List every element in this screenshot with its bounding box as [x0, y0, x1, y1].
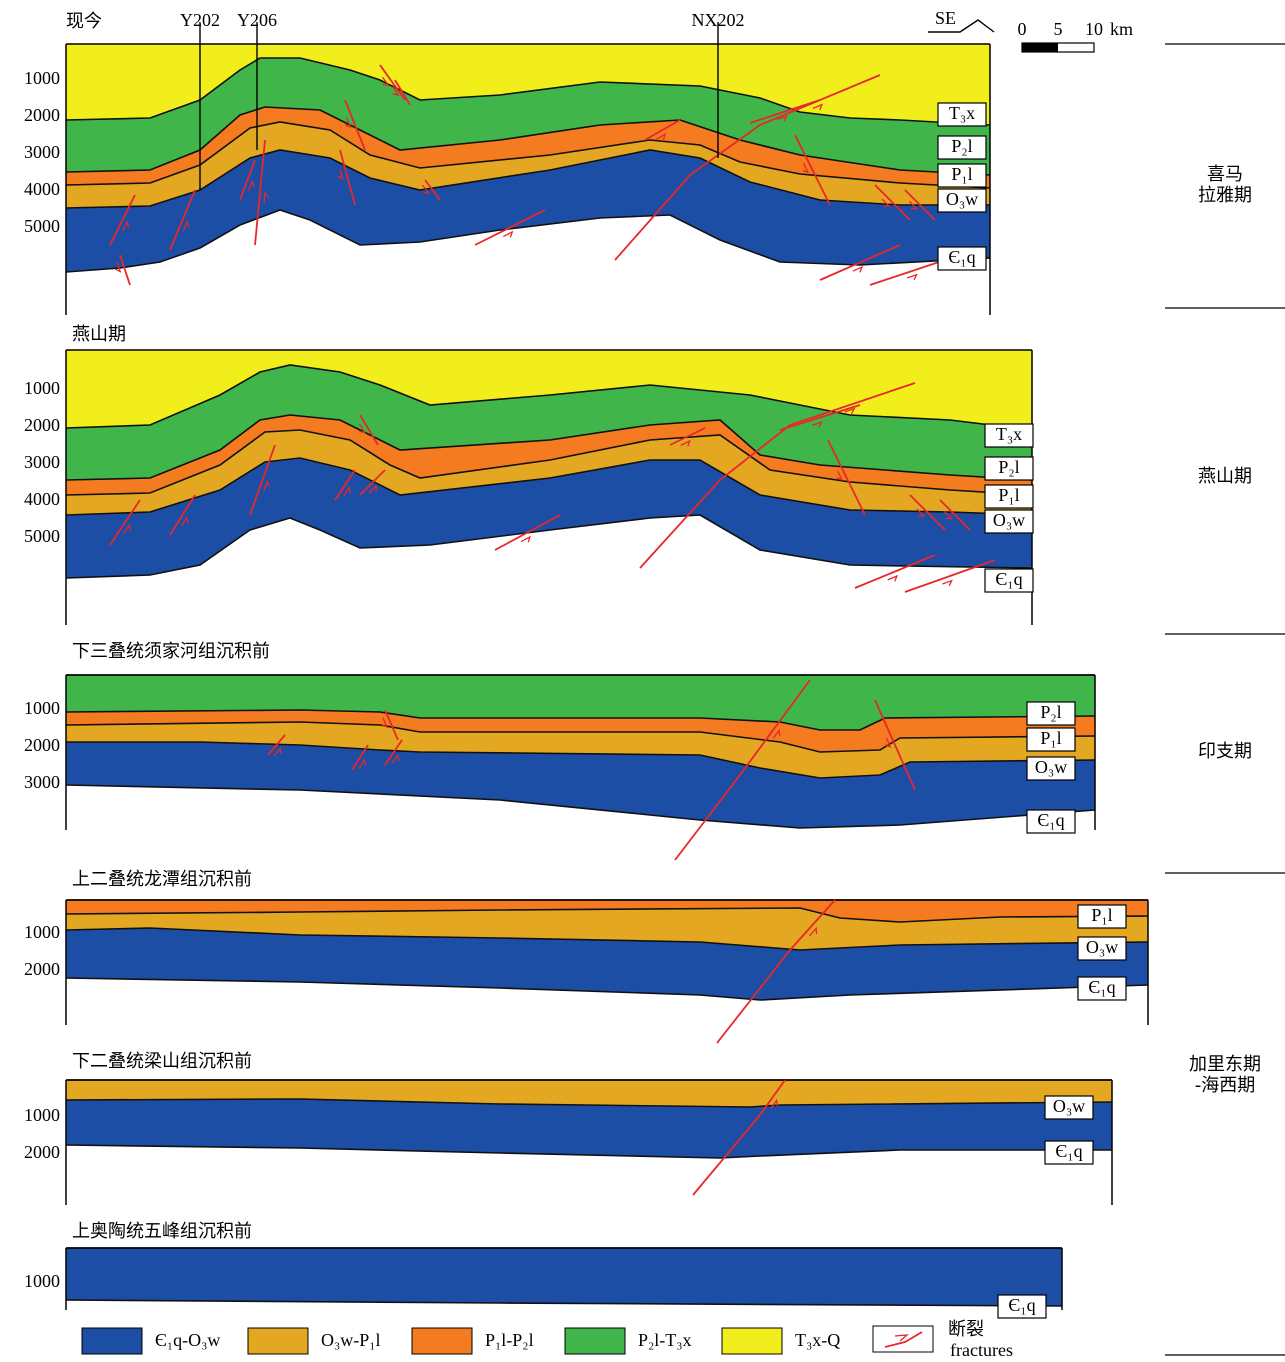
- layer-label: P₁l: [1040, 728, 1061, 748]
- layer-label: O₃w: [946, 189, 978, 209]
- layer-label: P₂l: [951, 136, 972, 156]
- legend-swatch: [565, 1328, 625, 1354]
- scale-unit: km: [1110, 19, 1133, 39]
- layer-label: T₃x: [996, 424, 1022, 444]
- period-label: 加里东期: [1189, 1054, 1261, 1075]
- period-label: 燕山期: [1198, 466, 1252, 487]
- layer-label: Є₁q: [1055, 1141, 1082, 1161]
- section-panel: 上奥陶统五峰组沉积前 1000 Є₁q: [24, 1221, 1062, 1318]
- period-label: 喜马: [1207, 164, 1243, 185]
- depth-label: 5000: [24, 526, 60, 546]
- panel-title: 燕山期: [72, 324, 126, 345]
- scale-label: 10: [1085, 19, 1103, 39]
- depth-label: 2000: [24, 415, 60, 435]
- section-panel: 燕山期 1000 2000 3000 4000 5000 T₃x P₂l P₁l O₃w Є₁q: [24, 324, 1033, 632]
- depth-label: 2000: [24, 1142, 60, 1162]
- well-label: Y202: [180, 10, 220, 30]
- legend-swatch: [412, 1328, 472, 1354]
- period-label: 印支期: [1198, 741, 1252, 762]
- legend-swatch: [248, 1328, 308, 1354]
- layer-label: O₃w: [993, 510, 1025, 530]
- panel-title: 下二叠统梁山组沉积前: [72, 1051, 252, 1072]
- scale-bar-fill: [1022, 43, 1058, 52]
- depth-label: 1000: [24, 1271, 60, 1291]
- layer-label: O₃w: [1053, 1096, 1085, 1116]
- layer-label: Є₁q: [995, 569, 1022, 589]
- depth-label: 2000: [24, 735, 60, 755]
- layer-label: T₃x: [949, 103, 975, 123]
- scale-label: 0: [1018, 19, 1027, 39]
- section-panel: 下二叠统梁山组沉积前 1000 2000 O₃w Є₁q: [24, 1051, 1112, 1212]
- orientation-label: SE: [935, 8, 956, 28]
- legend-label: 断裂: [948, 1319, 984, 1340]
- depth-label: 3000: [24, 452, 60, 472]
- section-panel: 上二叠统龙潭组沉积前 1000 2000 P₁l O₃w Є₁q: [24, 869, 1148, 1043]
- depth-label: 4000: [24, 179, 60, 199]
- depth-label: 4000: [24, 489, 60, 509]
- layer-label: P₂l: [998, 457, 1019, 477]
- layer-label: P₁l: [951, 164, 972, 184]
- layer-label: P₁l: [998, 485, 1019, 505]
- depth-label: 1000: [24, 922, 60, 942]
- layer-label: P₁l: [1091, 905, 1112, 925]
- section-panel: 现今 1000 2000 3000 4000 5000 T₃x P₂l P₁l O₃w Є₁q: [24, 11, 990, 322]
- layer-label: O₃w: [1086, 937, 1118, 957]
- depth-label: 1000: [24, 68, 60, 88]
- layer-label: O₃w: [1035, 757, 1067, 777]
- legend-label: O₃w-P₁l: [321, 1330, 381, 1350]
- depth-label: 2000: [24, 959, 60, 979]
- depth-label: 5000: [24, 216, 60, 236]
- panel-title: 现今: [66, 11, 102, 32]
- depth-label: 3000: [24, 772, 60, 792]
- layer-label: Є₁q: [1037, 810, 1064, 830]
- well-label: Y206: [237, 10, 277, 30]
- legend-swatch: [82, 1328, 142, 1354]
- panel-title: 上二叠统龙潭组沉积前: [72, 869, 252, 890]
- layer-label: Є₁q: [948, 247, 975, 267]
- legend-label: P₂l-T₃x: [638, 1330, 692, 1350]
- figure: 现今10002000300040005000T₃xP₂lP₁lO₃wЄ₁q燕山期…: [0, 0, 1285, 1362]
- layer-label: Є₁q: [1008, 1295, 1035, 1315]
- scale-label: 5: [1054, 19, 1063, 39]
- section-panel: 下三叠统须家河组沉积前 1000 2000 3000 P₂l P₁l O₃w Є₁q: [24, 641, 1095, 860]
- panel-title: 上奥陶统五峰组沉积前: [72, 1221, 252, 1242]
- period-label: 拉雅期: [1198, 185, 1252, 206]
- legend-swatch: [722, 1328, 782, 1354]
- legend-label: Є₁q-O₃w: [155, 1330, 220, 1350]
- depth-label: 1000: [24, 1105, 60, 1125]
- panel-title: 下三叠统须家河组沉积前: [72, 641, 270, 662]
- layer-label: P₂l: [1040, 702, 1061, 722]
- legend-label: P₁l-P₂l: [485, 1330, 534, 1350]
- depth-label: 1000: [24, 378, 60, 398]
- depth-label: 2000: [24, 105, 60, 125]
- page: { "wells": ["Y202", "Y206", "NX202"], "o…: [0, 0, 1285, 1362]
- legend-label: fractures: [950, 1340, 1013, 1360]
- depth-label: 3000: [24, 142, 60, 162]
- period-label: -海西期: [1195, 1075, 1256, 1096]
- depth-label: 1000: [24, 698, 60, 718]
- layer-label: Є₁q: [1088, 977, 1115, 997]
- legend-label: T₃x-Q: [795, 1330, 840, 1350]
- well-label: NX202: [692, 10, 745, 30]
